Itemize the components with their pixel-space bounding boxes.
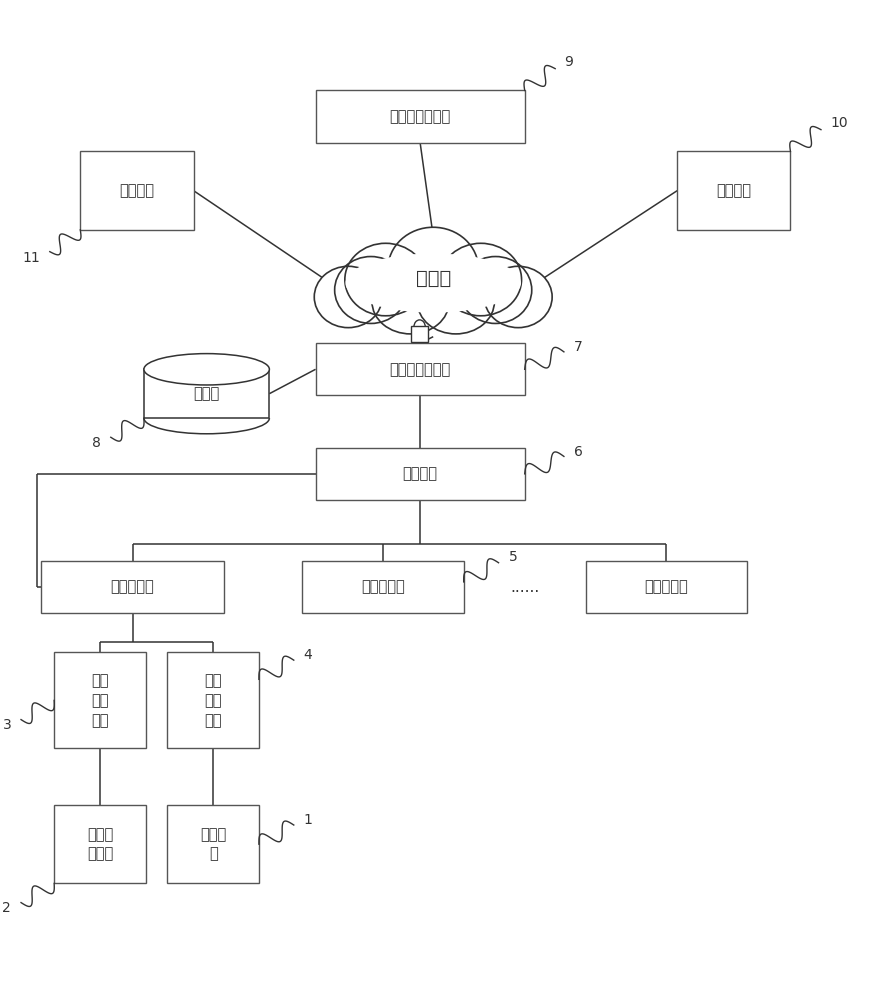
Text: 2: 2 (3, 901, 11, 915)
Bar (585, 561, 746, 613)
Text: 访客终端: 访客终端 (716, 183, 751, 198)
Bar (315, 90, 524, 143)
Text: 3: 3 (3, 718, 11, 732)
Ellipse shape (458, 257, 531, 323)
Text: 7: 7 (573, 340, 582, 354)
Text: 身份
识别
接口: 身份 识别 接口 (91, 673, 109, 728)
Ellipse shape (335, 257, 407, 323)
Text: 11: 11 (23, 251, 40, 265)
Text: 门禁控制器: 门禁控制器 (361, 580, 405, 595)
Text: 门禁控制器: 门禁控制器 (111, 580, 155, 595)
Bar (167, 652, 259, 748)
Ellipse shape (144, 354, 269, 385)
Ellipse shape (371, 270, 449, 334)
Bar (41, 561, 224, 613)
Text: 5: 5 (507, 550, 516, 564)
Bar (54, 805, 146, 883)
Text: 9: 9 (564, 55, 572, 69)
Ellipse shape (417, 270, 493, 334)
Bar (54, 652, 146, 748)
Text: 门禁控制器: 门禁控制器 (644, 580, 687, 595)
Text: 6: 6 (573, 445, 582, 459)
Text: 8: 8 (92, 436, 101, 450)
Bar (302, 561, 464, 613)
Text: 10: 10 (829, 116, 847, 130)
Ellipse shape (440, 243, 521, 316)
Text: 门禁鉴权服务器: 门禁鉴权服务器 (389, 109, 450, 124)
Ellipse shape (387, 227, 478, 311)
Bar (410, 326, 428, 342)
Text: 互联网: 互联网 (415, 269, 450, 288)
Ellipse shape (345, 253, 521, 313)
Text: 身份识
别设备: 身份识 别设备 (87, 827, 113, 862)
Bar (167, 805, 259, 883)
Bar (315, 343, 524, 395)
Ellipse shape (484, 266, 551, 328)
Text: ......: ...... (509, 580, 539, 595)
Text: 锁具
驱动
接口: 锁具 驱动 接口 (205, 673, 221, 728)
Text: 门禁网关: 门禁网关 (402, 466, 437, 481)
Text: 用户终端: 用户终端 (119, 183, 155, 198)
Text: 4: 4 (304, 648, 312, 662)
Bar (315, 448, 524, 500)
Ellipse shape (314, 266, 382, 328)
Text: 数据库: 数据库 (193, 386, 220, 401)
Ellipse shape (344, 243, 426, 316)
Text: 电子锁
具: 电子锁 具 (200, 827, 226, 862)
Bar (80, 151, 193, 230)
Bar (676, 151, 789, 230)
Text: 1: 1 (304, 813, 313, 827)
Bar (144, 369, 269, 418)
Text: 门禁管理服务器: 门禁管理服务器 (389, 362, 450, 377)
